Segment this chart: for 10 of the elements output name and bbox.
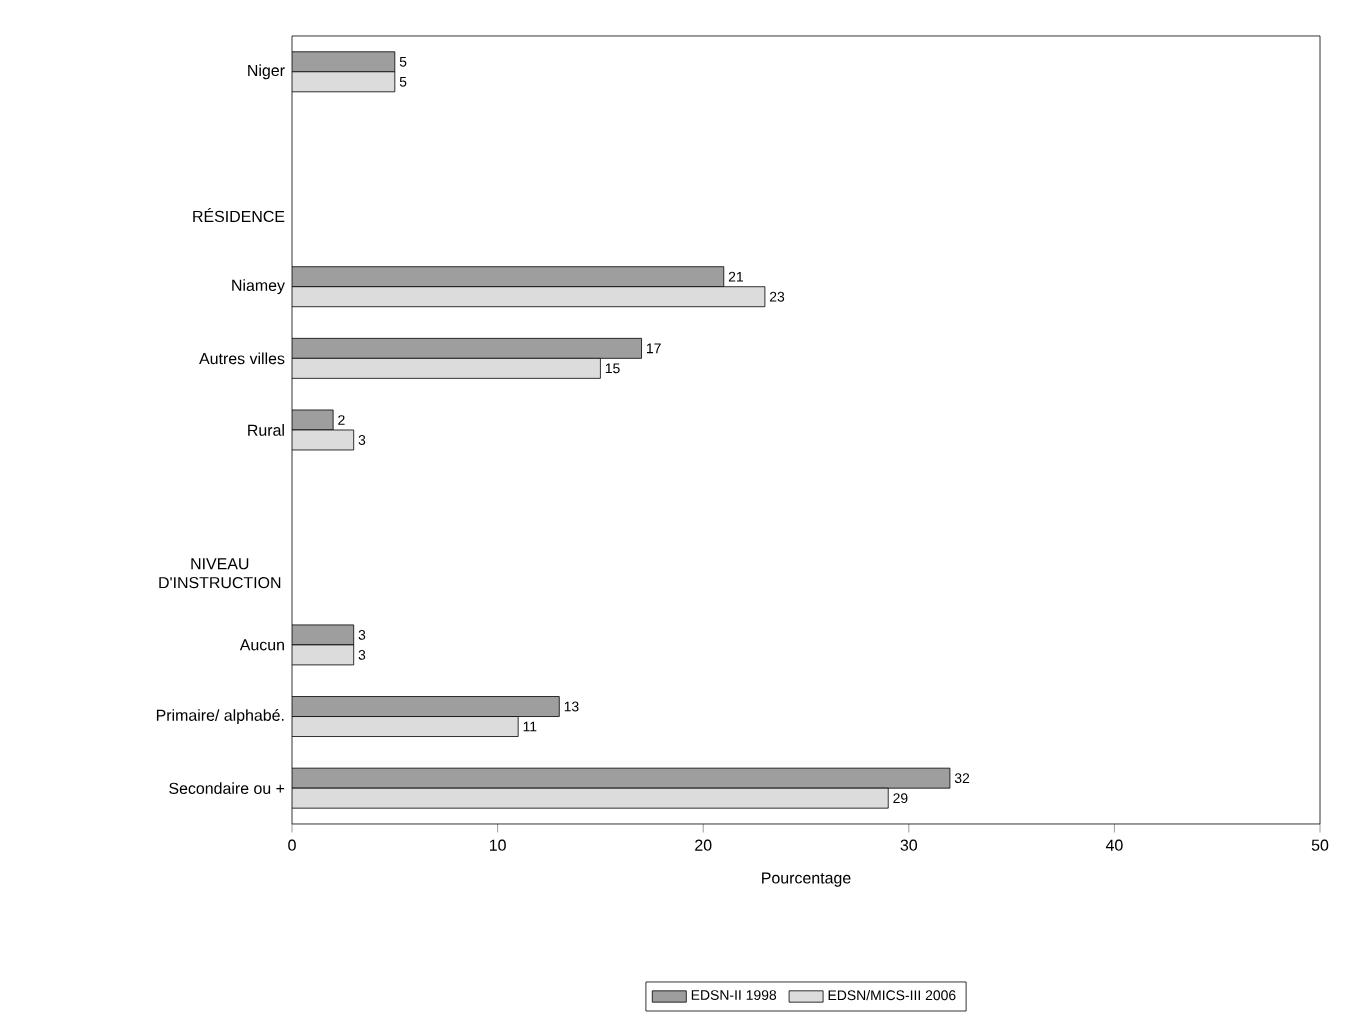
bar	[292, 71, 396, 93]
bar	[292, 716, 519, 737]
bar	[292, 696, 560, 717]
bar	[292, 787, 889, 809]
bar	[292, 286, 766, 308]
bar	[292, 266, 725, 288]
bar	[292, 357, 601, 379]
bar	[292, 337, 642, 359]
bar	[292, 767, 951, 789]
bar	[292, 51, 396, 73]
